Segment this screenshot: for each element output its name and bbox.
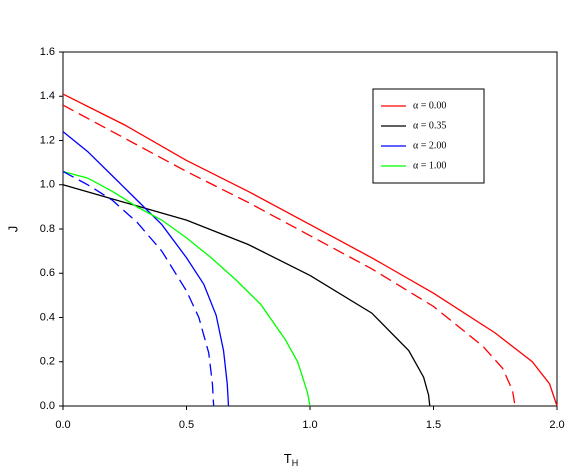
x-tick-label: 1.5 <box>426 419 441 431</box>
x-label-main: T <box>284 451 292 466</box>
y-tick-label: 1.6 <box>40 46 55 58</box>
y-tick-label: 0.6 <box>40 267 55 279</box>
x-tick-label: 0.0 <box>55 419 70 431</box>
legend-box <box>372 88 485 184</box>
series-line <box>62 184 431 407</box>
y-tick-label: 1.2 <box>40 134 55 146</box>
series-line <box>62 131 230 407</box>
legend-label: α = 1.00 <box>413 160 446 171</box>
x-axis-label: TH <box>284 451 298 468</box>
y-tick-label: 0.4 <box>40 311 55 323</box>
y-tick-label: 0.0 <box>40 400 55 412</box>
series-line <box>62 170 215 407</box>
series-line <box>62 93 558 407</box>
legend-label: α = 0.00 <box>413 100 446 111</box>
y-tick-label: 1.4 <box>40 90 55 102</box>
series-line <box>62 170 311 407</box>
x-tick-label: 0.5 <box>179 419 194 431</box>
y-tick-label: 1.0 <box>40 179 55 191</box>
legend-label: α = 2.00 <box>413 140 446 151</box>
y-tick-label: 0.8 <box>40 223 55 235</box>
y-tick-label: 0.2 <box>40 356 55 368</box>
legend-label: α = 0.35 <box>413 120 446 131</box>
x-label-sub: H <box>292 458 299 468</box>
series-line <box>62 104 516 407</box>
y-axis-label: J <box>5 226 20 233</box>
x-tick-label: 2.0 <box>549 419 564 431</box>
x-tick-label: 1.0 <box>302 419 317 431</box>
